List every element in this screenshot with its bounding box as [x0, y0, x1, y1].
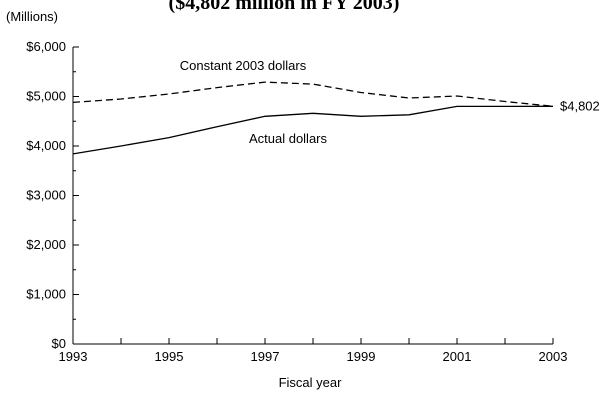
- series-lines: [72, 81, 554, 155]
- x-tick-label: 2003: [539, 349, 568, 364]
- y-axis-ticks: $0 $1,000 $2,000 $3,000 $4,000 $5,000 $6,000: [26, 39, 79, 351]
- chart-title: ($4,802 million in FY 2003): [169, 0, 400, 14]
- y-tick-label: $3,000: [26, 188, 66, 203]
- y-tick-label: $1,000: [26, 287, 66, 302]
- y-tick-label: $6,000: [26, 39, 66, 54]
- x-tick-label: 1993: [59, 349, 88, 364]
- y-tick-label: $2,000: [26, 237, 66, 252]
- x-tick-label: 1997: [251, 349, 280, 364]
- x-axis-ticks: 1993 1995 1997 1999 2001 2003: [59, 338, 568, 364]
- series-line-constant-dollars: [72, 81, 554, 107]
- y-tick-label: $5,000: [26, 89, 66, 104]
- x-tick-label: 1999: [347, 349, 376, 364]
- y-tick-label: $4,000: [26, 138, 66, 153]
- end-value-annotation: $4,802: [560, 98, 600, 113]
- series-line-actual-dollars: [72, 105, 554, 155]
- x-axis-label: Fiscal year: [279, 375, 343, 390]
- series-label-actual-dollars: Actual dollars: [249, 131, 328, 146]
- series-label-constant-dollars: Constant 2003 dollars: [180, 58, 307, 73]
- x-tick-label: 2001: [443, 349, 472, 364]
- axes: [72, 47, 553, 345]
- y-tick-label: $0: [52, 336, 66, 351]
- y-unit-label: (Millions): [6, 9, 58, 24]
- x-tick-label: 1995: [155, 349, 184, 364]
- series-labels: Constant 2003 dollars Actual dollars $4,80…: [180, 58, 600, 146]
